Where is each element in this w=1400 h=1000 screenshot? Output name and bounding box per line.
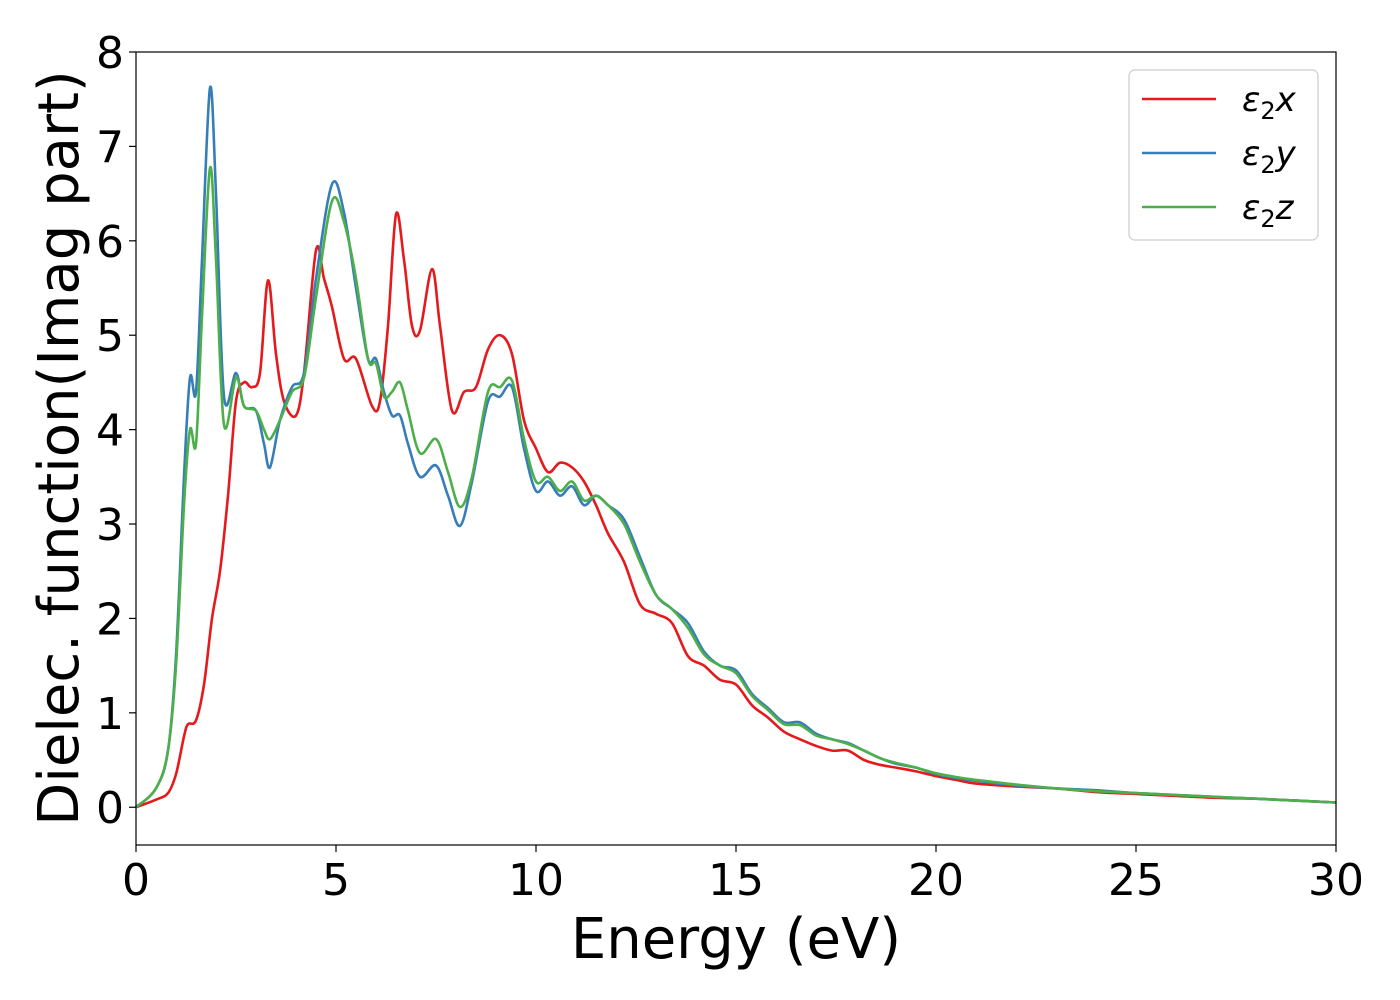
legend-variable: y <box>1275 134 1297 174</box>
x-tick-label: 25 <box>1108 855 1164 906</box>
x-axis-ticks: 0 5 10 15 20 25 30 <box>122 845 1364 906</box>
y-axis-ticks: 0 1 2 3 4 5 6 7 8 <box>96 28 136 834</box>
legend-epsilon: ε <box>1242 188 1260 228</box>
x-tick-label: 15 <box>708 855 764 906</box>
x-tick-label: 10 <box>508 855 564 906</box>
y-tick-label: 8 <box>96 28 124 79</box>
series-line-z <box>135 165 1337 809</box>
y-axis-label: Dielec. function(Imag part) <box>27 70 92 826</box>
legend-label-y: ε2y <box>1242 134 1297 179</box>
x-axis-label: Energy (eV) <box>571 907 901 972</box>
y-tick-label: 5 <box>96 311 124 362</box>
y-tick-label: 1 <box>96 689 124 740</box>
legend-subscript: 2 <box>1260 205 1275 233</box>
y-tick-label: 4 <box>96 406 124 457</box>
legend-subscript: 2 <box>1260 151 1275 179</box>
legend-label-x: ε2x <box>1242 80 1297 125</box>
legend-epsilon: ε <box>1242 134 1260 174</box>
legend-box <box>1128 69 1319 241</box>
legend-epsilon: ε <box>1242 80 1260 120</box>
y-tick-label: 3 <box>96 500 124 551</box>
legend-subscript: 2 <box>1260 97 1275 125</box>
y-tick-label: 6 <box>96 217 124 268</box>
legend-label-z: ε2z <box>1242 188 1295 233</box>
series-line-x <box>135 211 1337 809</box>
legend-variable: z <box>1275 188 1295 228</box>
series-layer <box>135 85 1337 809</box>
y-tick-label: 0 <box>96 783 124 834</box>
x-tick-label: 30 <box>1308 855 1364 906</box>
y-tick-label: 2 <box>96 594 124 645</box>
y-tick-label: 7 <box>96 122 124 173</box>
x-tick-label: 0 <box>122 855 150 906</box>
x-tick-label: 20 <box>908 855 964 906</box>
x-tick-label: 5 <box>322 855 350 906</box>
legend-variable: x <box>1275 80 1297 120</box>
